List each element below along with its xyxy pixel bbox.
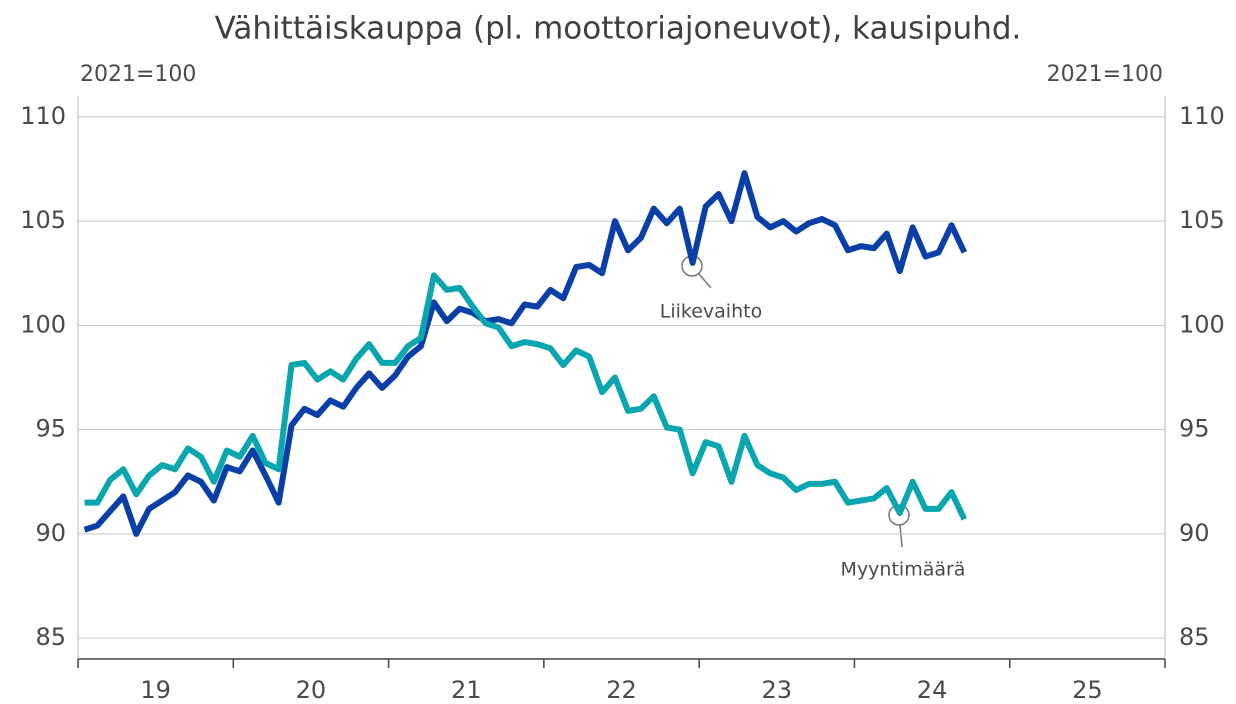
annotation-circle (888, 504, 910, 526)
x-tick-label: 22 (606, 676, 637, 704)
x-tick-label: 23 (762, 676, 793, 704)
y2-tick-label: 90 (1179, 519, 1210, 547)
x-tick-label: 19 (140, 676, 171, 704)
x-tick-label: 25 (1072, 676, 1103, 704)
y2-tick-label: 100 (1179, 310, 1225, 338)
y-tick-label: 90 (35, 519, 66, 547)
y2-tick-label: 95 (1179, 415, 1210, 443)
y-tick-label: 110 (20, 102, 66, 130)
series-line (84, 272, 968, 521)
y-tick-label: 95 (35, 415, 66, 443)
series-line (83, 170, 968, 537)
series-annotation: Myyntimäärä (841, 559, 966, 581)
chart-title: Vähittäiskauppa (pl. moottoriajoneuvot),… (215, 11, 1022, 47)
x-tick-label: 24 (917, 676, 948, 704)
y-tick-label: 85 (35, 623, 66, 651)
annotation-leader (899, 524, 903, 548)
y2-axis-label: 2021=100 (1047, 62, 1163, 87)
x-tick-label: 21 (451, 676, 482, 704)
x-tick-label: 20 (296, 676, 327, 704)
annotation-leader (698, 273, 712, 289)
y-axis-label: 2021=100 (80, 62, 196, 87)
y2-tick-label: 85 (1179, 623, 1210, 651)
y-tick-label: 100 (20, 310, 66, 338)
series-annotation: Liikevaihto (660, 301, 762, 323)
y2-tick-label: 105 (1179, 206, 1225, 234)
y-tick-label: 105 (20, 206, 66, 234)
y2-tick-label: 110 (1179, 102, 1225, 130)
